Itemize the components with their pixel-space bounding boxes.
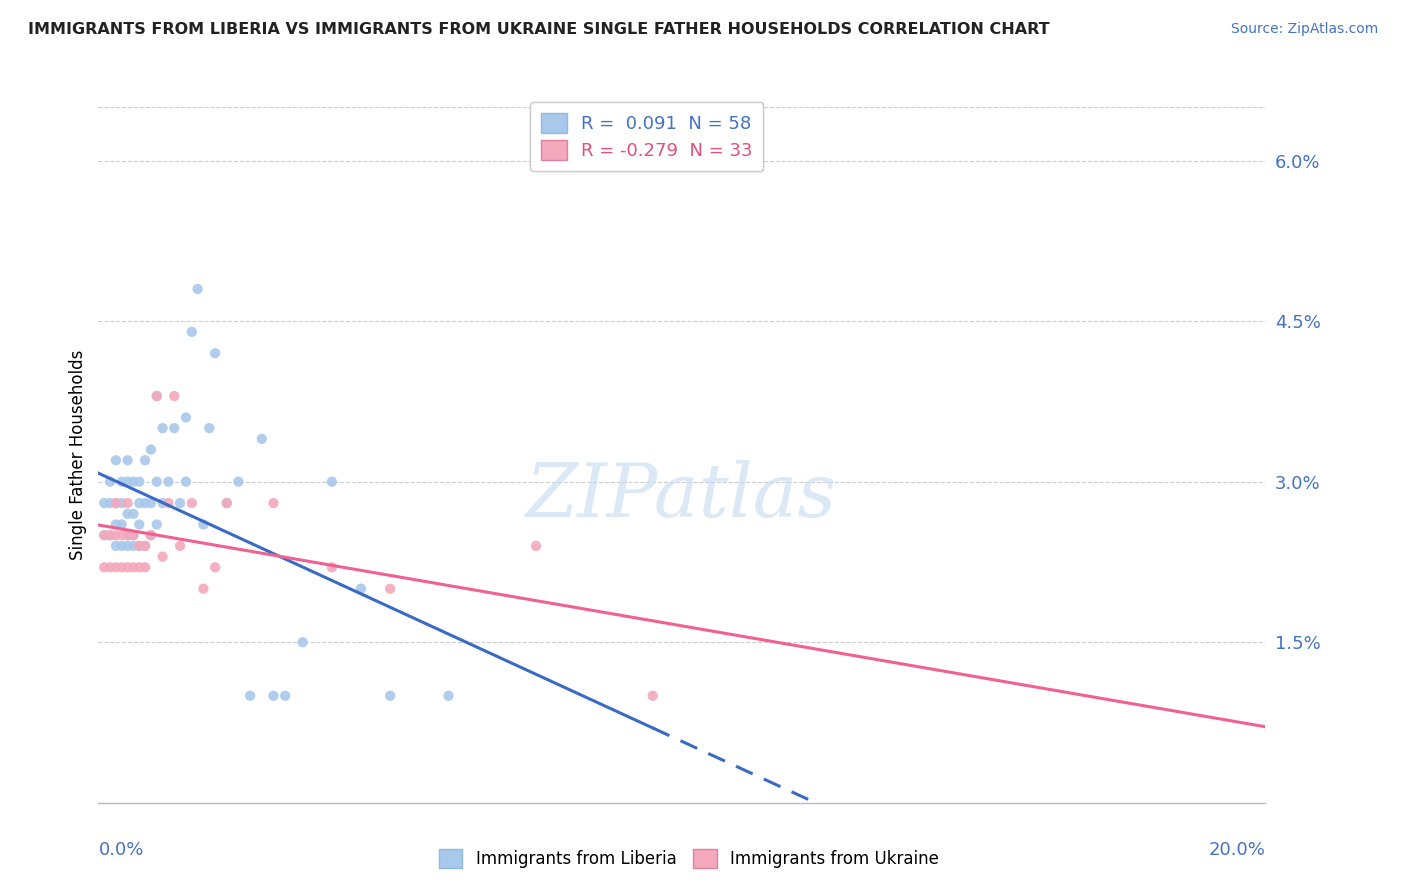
Point <box>117 475 139 489</box>
Point <box>262 689 284 703</box>
Point <box>111 475 134 489</box>
Point <box>321 560 343 574</box>
Point <box>117 528 139 542</box>
Point <box>134 539 156 553</box>
Point <box>321 475 343 489</box>
Text: ZIPatlas: ZIPatlas <box>526 460 838 533</box>
Point <box>169 496 191 510</box>
Point <box>193 582 215 596</box>
Point <box>98 560 121 574</box>
Point <box>291 635 314 649</box>
Point <box>93 528 115 542</box>
Point <box>157 475 180 489</box>
Point <box>152 421 174 435</box>
Point <box>98 528 121 542</box>
Point <box>122 560 145 574</box>
Point <box>111 528 134 542</box>
Point <box>193 517 215 532</box>
Point <box>122 539 145 553</box>
Point <box>93 496 115 510</box>
Point <box>250 432 273 446</box>
Point <box>104 453 127 467</box>
Point <box>128 539 150 553</box>
Point <box>134 496 156 510</box>
Point <box>117 453 139 467</box>
Point <box>134 560 156 574</box>
Point <box>93 560 115 574</box>
Point <box>437 689 460 703</box>
Y-axis label: Single Father Households: Single Father Households <box>69 350 87 560</box>
Point <box>128 560 150 574</box>
Point <box>146 517 169 532</box>
Point <box>104 528 127 542</box>
Point <box>274 689 297 703</box>
Point <box>146 475 169 489</box>
Point <box>104 496 127 510</box>
Point <box>117 539 139 553</box>
Point <box>122 528 145 542</box>
Text: Source: ZipAtlas.com: Source: ZipAtlas.com <box>1230 22 1378 37</box>
Point <box>98 496 121 510</box>
Point <box>187 282 209 296</box>
Point <box>524 539 547 553</box>
Text: 0.0%: 0.0% <box>98 841 143 859</box>
Point <box>174 475 197 489</box>
Point <box>146 389 169 403</box>
Text: 20.0%: 20.0% <box>1209 841 1265 859</box>
Point <box>128 475 150 489</box>
Point <box>98 475 121 489</box>
Legend: Immigrants from Liberia, Immigrants from Ukraine: Immigrants from Liberia, Immigrants from… <box>433 843 945 875</box>
Point <box>204 346 226 360</box>
Point <box>641 689 664 703</box>
Point <box>204 560 226 574</box>
Point <box>146 389 169 403</box>
Point <box>262 496 284 510</box>
Point <box>122 475 145 489</box>
Point <box>104 517 127 532</box>
Point <box>104 560 127 574</box>
Text: IMMIGRANTS FROM LIBERIA VS IMMIGRANTS FROM UKRAINE SINGLE FATHER HOUSEHOLDS CORR: IMMIGRANTS FROM LIBERIA VS IMMIGRANTS FR… <box>28 22 1050 37</box>
Point <box>111 539 134 553</box>
Point <box>122 507 145 521</box>
Point <box>104 539 127 553</box>
Point <box>134 539 156 553</box>
Point <box>128 517 150 532</box>
Point <box>163 421 186 435</box>
Point <box>111 560 134 574</box>
Point <box>169 539 191 553</box>
Point <box>117 496 139 510</box>
Legend: R =  0.091  N = 58, R = -0.279  N = 33: R = 0.091 N = 58, R = -0.279 N = 33 <box>530 103 763 171</box>
Point <box>111 496 134 510</box>
Point <box>128 539 150 553</box>
Point <box>152 549 174 564</box>
Point <box>104 496 127 510</box>
Point <box>117 507 139 521</box>
Point <box>157 496 180 510</box>
Point <box>163 389 186 403</box>
Point <box>378 689 402 703</box>
Point <box>180 496 202 510</box>
Point <box>139 528 162 542</box>
Point <box>98 528 121 542</box>
Point <box>122 528 145 542</box>
Point <box>350 582 373 596</box>
Point <box>239 689 262 703</box>
Point <box>152 496 174 510</box>
Point <box>139 496 162 510</box>
Point <box>215 496 238 510</box>
Point <box>174 410 197 425</box>
Point <box>111 517 134 532</box>
Point <box>139 442 162 457</box>
Point <box>180 325 202 339</box>
Point <box>378 582 402 596</box>
Point <box>198 421 221 435</box>
Point <box>117 528 139 542</box>
Point <box>93 528 115 542</box>
Point <box>228 475 250 489</box>
Point <box>215 496 238 510</box>
Point <box>117 560 139 574</box>
Point <box>128 496 150 510</box>
Point <box>139 528 162 542</box>
Point <box>134 453 156 467</box>
